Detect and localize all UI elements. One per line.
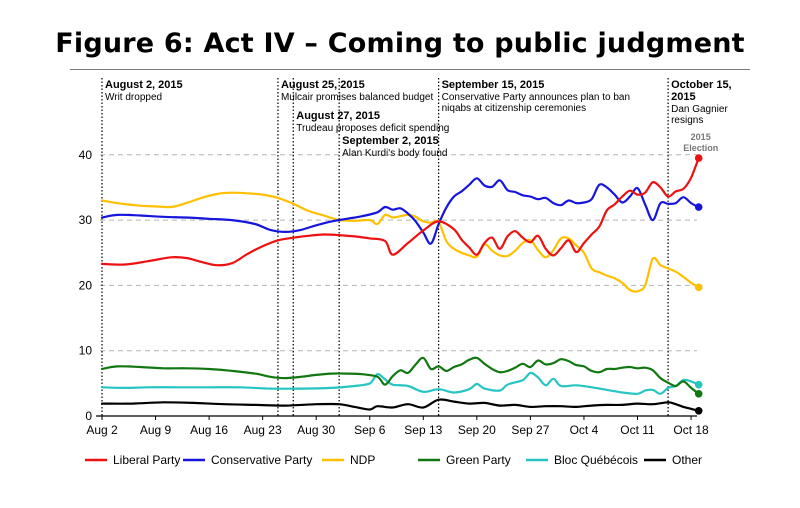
series-endpoint-ndp [694, 283, 703, 292]
y-tick-label: 20 [79, 278, 93, 292]
x-tick-label: Sep 20 [458, 423, 496, 437]
x-tick-label: Sep 6 [354, 423, 386, 437]
page-title: Figure 6: Act IV – Coming to public judg… [55, 28, 745, 59]
event-description: Trudeau proposes deficit spending [296, 123, 449, 134]
event-date: August 2, 2015 [105, 79, 183, 91]
series-line-conservative-party [100, 177, 700, 245]
event-description: Writ dropped [105, 92, 162, 103]
event-date: August 25, 2015 [281, 79, 365, 91]
chart-series [100, 154, 703, 415]
y-tick-label: 0 [85, 409, 92, 423]
event-description: resigns [671, 115, 703, 126]
event-date: October 15, [671, 79, 732, 91]
x-tick-label: Oct 11 [620, 423, 655, 437]
series-endpoint-conservative-party [694, 203, 703, 211]
chart-gridlines [96, 154, 697, 417]
legend-label-other: Other [672, 453, 702, 467]
series-line-green-party [100, 356, 700, 395]
x-tick-label: Sep 13 [404, 423, 442, 437]
x-tick-label: Oct 18 [673, 423, 709, 437]
event-date: 2015 [671, 91, 695, 103]
x-tick-label: Aug 9 [140, 423, 172, 437]
legend-label-ndp: NDP [350, 453, 375, 467]
series-line-ndp [100, 191, 700, 293]
election-label: Election [683, 143, 718, 153]
event-date: August 27, 2015 [296, 110, 380, 122]
x-tick-label: Oct 4 [570, 423, 599, 437]
x-tick-label: Sep 27 [511, 423, 549, 437]
series-line-liberal-party [100, 157, 700, 267]
event-description: Dan Gagnier [671, 104, 728, 115]
x-tick-label: Aug 16 [190, 423, 228, 437]
series-line-bloc-qu-b-cois [100, 371, 700, 395]
event-description: Conservative Party announces plan to ban [442, 92, 630, 103]
legend-label-conservative-party: Conservative Party [211, 453, 312, 467]
event-description: Alan Kurdi's body found [342, 148, 447, 159]
series-endpoint-bloc-qu-b-cois [694, 380, 703, 389]
legend-label-liberal-party: Liberal Party [113, 453, 180, 467]
series-endpoint-liberal-party [694, 154, 703, 162]
x-tick-label: Aug 2 [86, 423, 118, 437]
x-tick-label: Aug 23 [244, 423, 282, 437]
event-description: Mulcair promises balanced budget [281, 92, 434, 103]
series-endpoint-green-party [694, 389, 703, 398]
event-description: niqabs at citizenship ceremonies [442, 103, 587, 114]
chart-legend: Liberal Party Conservative Party NDP Green … [85, 453, 702, 467]
x-tick-label: Aug 30 [297, 423, 335, 437]
event-date: September 2, 2015 [342, 135, 439, 147]
x-axis: Aug 2 Aug 9 Aug 16 Aug 23 Aug 30 Sep 6 Sep 13 S… [86, 416, 709, 437]
event-date: September 15, 2015 [442, 79, 545, 91]
y-axis: 0 10 20 30 40 [79, 148, 93, 423]
y-tick-label: 40 [79, 148, 93, 162]
election-label: 2015 [691, 132, 711, 142]
y-tick-label: 30 [79, 213, 93, 227]
series-endpoint-other [694, 406, 703, 415]
legend-label-green-party: Green Party [446, 453, 511, 467]
y-tick-label: 10 [79, 344, 93, 358]
series-line-other [100, 398, 700, 412]
title-divider [70, 69, 750, 70]
legend-label-bloc-qu-b-cois: Bloc Québécois [554, 453, 638, 467]
